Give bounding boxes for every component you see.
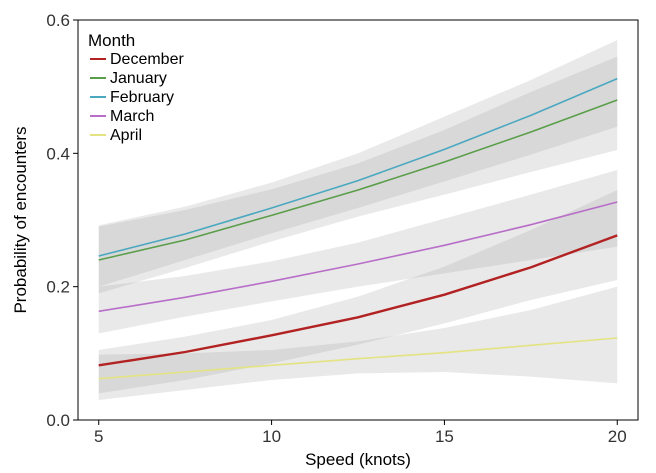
x-axis-title: Speed (knots) — [305, 450, 411, 469]
series-line-december — [98, 234, 618, 367]
ci-band-february — [98, 40, 618, 287]
series-line-april — [98, 337, 618, 380]
x-tick-label: 5 — [94, 427, 103, 446]
legend-label-april: April — [110, 127, 142, 144]
y-tick-label: 0.6 — [46, 11, 70, 30]
series-lines — [98, 77, 618, 380]
x-tick-label: 20 — [608, 427, 627, 446]
legend-label-january: January — [110, 70, 167, 87]
legend: Month December January February March April — [88, 31, 184, 144]
legend-label-february: February — [110, 89, 174, 106]
axis-ticks: 5 10 15 20 0.0 0.2 0.4 0.6 — [46, 11, 626, 446]
ci-band-march — [98, 170, 618, 334]
legend-label-december: December — [110, 51, 184, 68]
series-line-march — [98, 201, 618, 313]
series-line-february — [98, 77, 618, 257]
x-tick-label: 15 — [435, 427, 454, 446]
ci-band-april — [98, 286, 618, 400]
series-line-january — [98, 99, 618, 261]
y-tick-label: 0.2 — [46, 278, 70, 297]
ci-band-january — [98, 56, 618, 294]
y-tick-label: 0.0 — [46, 411, 70, 430]
y-tick-label: 0.4 — [46, 144, 70, 163]
y-axis-title: Probability of encounters — [11, 126, 30, 313]
legend-title: Month — [88, 31, 135, 50]
plot-panel-border — [77, 19, 639, 421]
confidence-bands — [98, 40, 618, 400]
x-tick-label: 10 — [262, 427, 281, 446]
legend-label-march: March — [110, 108, 154, 125]
